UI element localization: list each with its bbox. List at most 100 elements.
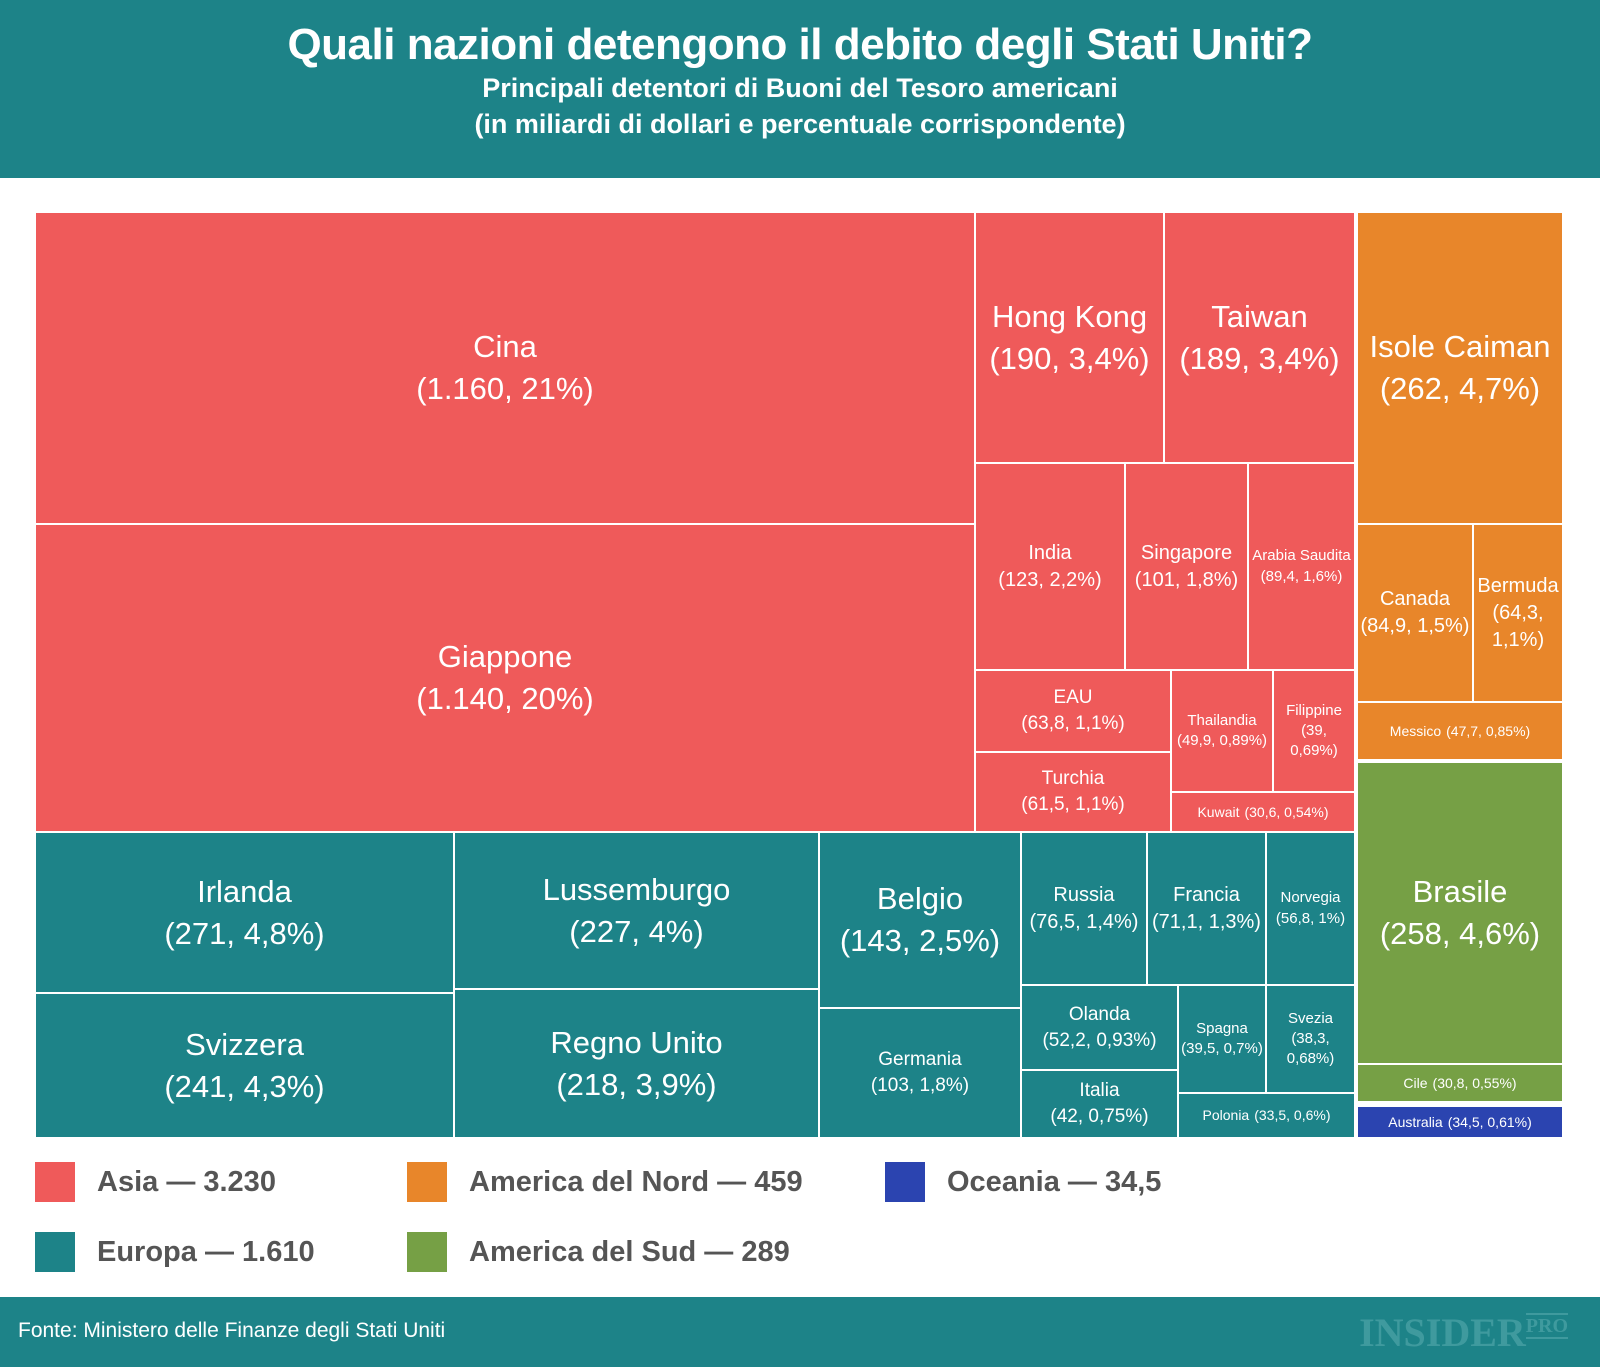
cell-value: (241, 4,3%) bbox=[164, 1068, 325, 1104]
cell-label: Thailandia bbox=[1187, 711, 1257, 729]
cell-value: (143, 2,5%) bbox=[839, 923, 1001, 958]
legend-label: Asia — 3.230 bbox=[97, 1165, 276, 1198]
cell-value: (1.160, 21%) bbox=[416, 371, 594, 406]
cell-label: Polonia bbox=[1202, 1107, 1250, 1124]
cell-value: (218, 3,9%) bbox=[556, 1066, 717, 1102]
footer: Fonte: Ministero delle Finanze degli Sta… bbox=[0, 1297, 1600, 1367]
cell-label: Brasile bbox=[1412, 874, 1508, 910]
treemap-cell-svizzera: Svizzera (241, 4,3%) bbox=[35, 993, 454, 1138]
cell-value: (61,5, 1,1%) bbox=[1021, 794, 1125, 815]
treemap-cell-kuwait: Kuwait (30,6, 0,54%) bbox=[1171, 792, 1355, 832]
cell-label: Spagna bbox=[1196, 1019, 1248, 1037]
cell-value: (227, 4%) bbox=[569, 913, 704, 949]
cell-value: (47,7, 0,85%) bbox=[1446, 722, 1531, 739]
cell-value: (39, 0,69%) bbox=[1290, 721, 1338, 760]
cell-label: Russia bbox=[1053, 883, 1115, 906]
cell-label: Giappone bbox=[437, 639, 573, 675]
legend-label: Europa — 1.610 bbox=[97, 1235, 315, 1268]
legend-swatch bbox=[407, 1232, 447, 1272]
treemap-cell-polonia: Polonia (33,5, 0,6%) bbox=[1178, 1093, 1355, 1138]
treemap-cell-canada: Canada (84,9, 1,5%) bbox=[1357, 524, 1473, 702]
treemap-cell-italia: Italia (42, 0,75%) bbox=[1021, 1070, 1178, 1138]
treemap-cell-irlanda: Irlanda (271, 4,8%) bbox=[35, 832, 454, 993]
cell-value: (1.140, 20%) bbox=[416, 681, 594, 716]
treemap-cell-cile: Cile (30,8, 0,55%) bbox=[1357, 1064, 1563, 1102]
legend-item: Oceania — 34,5 bbox=[885, 1162, 1161, 1202]
legend-swatch bbox=[35, 1162, 75, 1202]
cell-value: (89,4, 1,6%) bbox=[1260, 567, 1343, 585]
insider-pro-logo: INSIDERPRO bbox=[1359, 1310, 1568, 1355]
cell-value: (30,8, 0,55%) bbox=[1432, 1074, 1517, 1091]
cell-value: (52,2, 0,93%) bbox=[1042, 1029, 1157, 1051]
treemap-cell-arabia-saudita: Arabia Saudita (89,4, 1,6%) bbox=[1248, 463, 1355, 670]
treemap-cell-thailandia: Thailandia (49,9, 0,89%) bbox=[1171, 670, 1273, 792]
cell-value: (30,6, 0,54%) bbox=[1244, 803, 1329, 820]
chart-title: Quali nazioni detengono il debito degli … bbox=[287, 20, 1313, 69]
cell-label: Francia bbox=[1173, 883, 1240, 906]
treemap-cell-turchia: Turchia (61,5, 1,1%) bbox=[975, 752, 1171, 832]
cell-value: (84,9, 1,5%) bbox=[1360, 615, 1470, 637]
cell-label: Isole Caiman bbox=[1369, 329, 1551, 365]
legend-label: America del Nord — 459 bbox=[469, 1165, 803, 1198]
cell-label: Germania bbox=[878, 1049, 962, 1071]
treemap-cell-belgio: Belgio (143, 2,5%) bbox=[819, 832, 1021, 1008]
cell-label: Svezia bbox=[1287, 1009, 1334, 1027]
treemap-cell-lussemburgo: Lussemburgo (227, 4%) bbox=[454, 832, 819, 989]
cell-label: Regno Unito bbox=[550, 1024, 723, 1060]
legend-swatch bbox=[407, 1162, 447, 1202]
treemap-cell-filippine: Filippine (39, 0,69%) bbox=[1273, 670, 1355, 792]
cell-label: Irlanda bbox=[197, 873, 292, 909]
cell-value: (189, 3,4%) bbox=[1179, 340, 1340, 376]
legend-swatch bbox=[885, 1162, 925, 1202]
treemap-cell-bermuda: Bermuda (64,3, 1,1%) bbox=[1473, 524, 1563, 702]
cell-label: Hong Kong bbox=[991, 298, 1148, 334]
cell-label: Bermuda bbox=[1477, 574, 1559, 597]
cell-value: (34,5, 0,61%) bbox=[1447, 1113, 1532, 1130]
cell-value: (39,5, 0,7%) bbox=[1181, 1040, 1263, 1057]
cell-label: Messico bbox=[1389, 722, 1442, 739]
cell-label: EAU bbox=[1053, 687, 1093, 709]
cell-value: (49,9, 0,89%) bbox=[1176, 732, 1268, 749]
treemap-cell-giappone: Giappone (1.140, 20%) bbox=[35, 524, 975, 832]
source-note: Fonte: Ministero delle Finanze degli Sta… bbox=[18, 1319, 446, 1342]
treemap-cell-regno-unito: Regno Unito (218, 3,9%) bbox=[454, 989, 819, 1138]
treemap-cell-francia: Francia (71,1, 1,3%) bbox=[1147, 832, 1266, 985]
cell-label: Australia bbox=[1388, 1113, 1443, 1130]
treemap-cell-germania: Germania (103, 1,8%) bbox=[819, 1008, 1021, 1138]
cell-value: (258, 4,6%) bbox=[1379, 916, 1541, 951]
cell-value: (63,8, 1,1%) bbox=[1021, 713, 1125, 734]
cell-value: (190, 3,4%) bbox=[989, 340, 1150, 376]
legend-item: America del Nord — 459 bbox=[407, 1162, 803, 1202]
cell-value: (38,3, 0,68%) bbox=[1286, 1029, 1335, 1068]
cell-label: Arabia Saudita bbox=[1252, 547, 1351, 565]
cell-label: Filippine bbox=[1286, 701, 1342, 719]
cell-value: (42, 0,75%) bbox=[1050, 1106, 1149, 1127]
treemap-cell-norvegia: Norvegia (56,8, 1%) bbox=[1266, 832, 1355, 985]
cell-label: Belgio bbox=[876, 881, 964, 917]
cell-value: (123, 2,2%) bbox=[998, 568, 1102, 591]
treemap-cell-eau: EAU (63,8, 1,1%) bbox=[975, 670, 1171, 752]
cell-label: Svizzera bbox=[185, 1026, 304, 1062]
cell-label: Turchia bbox=[1041, 768, 1105, 790]
legend-item: Europa — 1.610 bbox=[35, 1232, 315, 1272]
chart-subtitle-units: (in miliardi di dollari e percentuale co… bbox=[474, 109, 1126, 139]
legend-swatch bbox=[35, 1232, 75, 1272]
cell-label: Olanda bbox=[1068, 1003, 1131, 1025]
cell-value: (101, 1,8%) bbox=[1134, 568, 1239, 591]
cell-label: Italia bbox=[1079, 1080, 1120, 1102]
treemap-cell-olanda: Olanda (52,2, 0,93%) bbox=[1021, 985, 1178, 1070]
treemap-cell-australia: Australia (34,5, 0,61%) bbox=[1357, 1106, 1563, 1138]
legend-label: Oceania — 34,5 bbox=[947, 1165, 1162, 1198]
cell-label: Taiwan bbox=[1211, 298, 1308, 334]
legend-item: America del Sud — 289 bbox=[407, 1232, 790, 1272]
cell-value: (56,8, 1%) bbox=[1275, 909, 1346, 927]
treemap-cell-brasile: Brasile (258, 4,6%) bbox=[1357, 762, 1563, 1064]
cell-value: (262, 4,7%) bbox=[1379, 371, 1541, 406]
treemap-cell-russia: Russia (76,5, 1,4%) bbox=[1021, 832, 1147, 985]
header: Quali nazioni detengono il debito degli … bbox=[0, 0, 1600, 178]
cell-label: Kuwait bbox=[1197, 803, 1240, 820]
cell-value: (33,5, 0,6%) bbox=[1254, 1107, 1331, 1124]
treemap-cell-cina: Cina (1.160, 21%) bbox=[35, 212, 975, 524]
cell-value: (271, 4,8%) bbox=[164, 915, 325, 951]
treemap-cell-svezia: Svezia (38,3, 0,68%) bbox=[1266, 985, 1355, 1093]
